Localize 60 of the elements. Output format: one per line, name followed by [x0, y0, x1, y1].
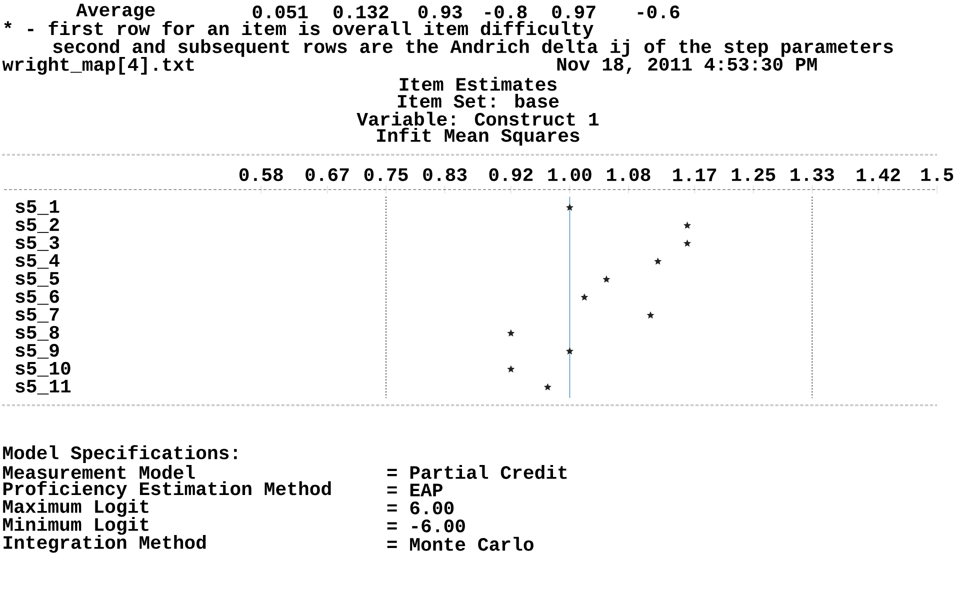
x-tick-label: 1.33 — [790, 168, 834, 182]
point — [544, 383, 552, 391]
point — [566, 204, 574, 211]
text: * - first row for an item is overall item difficulty — [4, 21, 594, 40]
x-tick-label: 0.58 — [239, 168, 283, 182]
text: 0.051 — [252, 6, 308, 19]
text: Integration Method — [4, 535, 206, 553]
chart-title: Item Estimates — [400, 76, 556, 91]
text: -0.6 — [638, 6, 680, 19]
point — [654, 258, 662, 265]
text: Model Specifications: — [3, 445, 237, 464]
text: Minimum Logit — [3, 517, 148, 535]
x-tick-label: 0.92 — [489, 168, 533, 182]
text: second and subsequent rows are the Andrich delta ij of the step parameters — [53, 39, 893, 57]
text: = Partial Credit — [387, 465, 567, 480]
y-tick-label: s5_5 — [16, 272, 60, 287]
y-tick-label: s5_9 — [16, 344, 59, 359]
text: 0.132 — [334, 6, 388, 19]
y-tick-label: s5_4 — [16, 254, 60, 269]
x-tick-label: 0.67 — [306, 168, 349, 182]
y-tick-label: s5_11 — [16, 380, 71, 395]
chart-subtitle: Item Set: base — [398, 94, 559, 108]
text: 0.97 — [552, 6, 596, 19]
x-tick-label: 1.08 — [607, 168, 650, 182]
y-tick-label: s5_7 — [16, 308, 59, 323]
point — [602, 276, 610, 283]
point — [507, 329, 515, 337]
x-tick-label: 0.83 — [423, 168, 467, 182]
text: = EAP — [387, 484, 442, 496]
point — [646, 311, 654, 319]
y-tick-label: s5_8 — [16, 326, 59, 341]
text: 0.93 — [418, 6, 462, 19]
text: Maximum Logit — [3, 499, 148, 517]
point — [580, 294, 588, 301]
text: Variable: Construct 1 — [356, 112, 599, 126]
y-tick-label: s5_3 — [16, 236, 60, 251]
x-tick-label: 0.75 — [364, 168, 408, 182]
text: Nov 18, 2011 4:53:30 PM — [557, 58, 817, 74]
y-tick-label: s5_6 — [16, 290, 59, 305]
text: = 6.00 — [387, 502, 454, 515]
y-tick-label: s5_1 — [16, 200, 60, 215]
point — [566, 347, 574, 355]
y-tick-label: s5_10 — [16, 362, 70, 377]
text: Average — [76, 4, 155, 20]
y-tick-label: s5_2 — [16, 218, 59, 234]
x-tick-label: 1.42 — [856, 168, 900, 182]
point — [683, 240, 692, 247]
text: Measurement Model — [3, 465, 195, 480]
text: -0.8 — [485, 6, 527, 19]
text: wright_map[4].txt — [2, 57, 194, 75]
x-tick-label: 1.5 — [921, 168, 954, 182]
x-tick-label: 1.25 — [732, 168, 776, 182]
text: = -6.00 — [387, 520, 465, 532]
text: Proficiency Estimation Method — [3, 481, 331, 500]
text: Infit Mean Squares — [377, 128, 580, 146]
point — [683, 222, 692, 229]
point — [507, 365, 515, 373]
x-tick-label: 1.17 — [673, 168, 716, 182]
x-tick-label: 1.00 — [548, 168, 592, 182]
text: = Monte Carlo — [387, 537, 534, 551]
